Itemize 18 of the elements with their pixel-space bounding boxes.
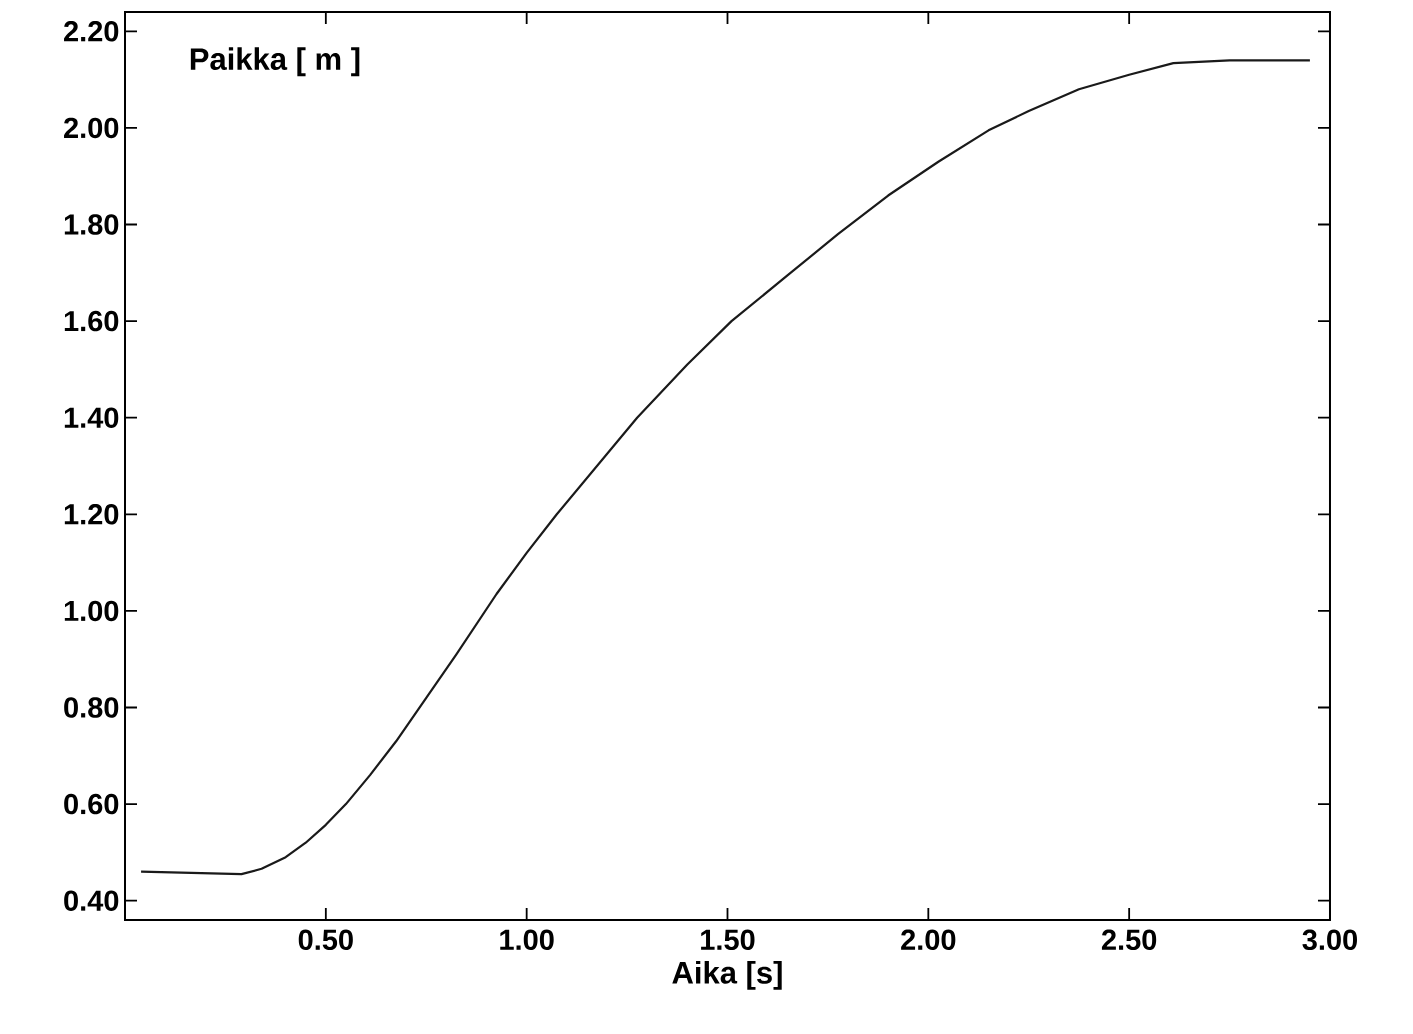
y-tick-label: 0.40 [64, 890, 119, 911]
y-tick-label: 0.80 [64, 697, 119, 718]
x-tick-label: 2.00 [901, 929, 956, 951]
x-tick-label: 2.50 [1101, 929, 1157, 951]
x-tick-label: 1.00 [500, 929, 554, 951]
x-axis-title: Aika [s] [672, 960, 782, 990]
y-tick-label: 1.60 [64, 310, 119, 332]
y-tick-label: 0.60 [64, 793, 119, 815]
x-tick-label: 3.00 [1302, 929, 1357, 951]
y-tick-label: 1.80 [64, 214, 119, 235]
y-axis-title: Paikka [ m ] [190, 47, 360, 77]
x-tick-label: 1.50 [701, 929, 755, 951]
y-tick-label: 2.00 [64, 117, 119, 139]
y-tick-label: 1.20 [64, 504, 119, 525]
x-tick-label: 0.50 [298, 929, 353, 951]
y-tick-label: 2.20 [64, 21, 119, 42]
y-tick-label: 1.40 [64, 407, 119, 428]
y-tick-label: 1.00 [64, 600, 119, 622]
